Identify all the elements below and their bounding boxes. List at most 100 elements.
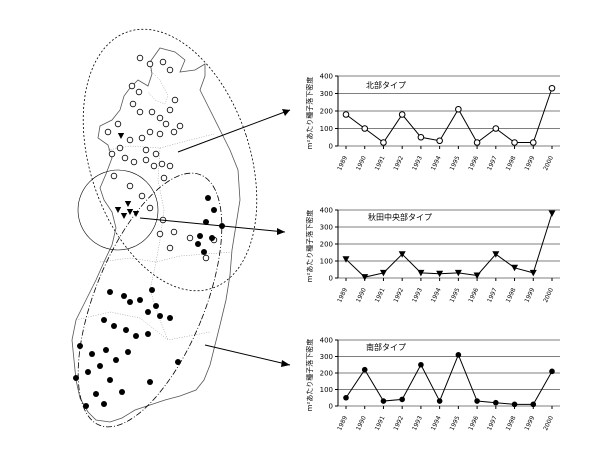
arrow-north [177,109,291,153]
data-point [380,139,387,146]
series-line [345,213,553,278]
map-marker-open [146,60,154,68]
map-marker-open [156,114,164,122]
map-marker-filled [153,303,159,309]
x-tick-label: 1991 [374,155,387,172]
map-marker-triangle [124,201,132,207]
chart-1: 0 100 200 300 400 1989 1990 1991 1992 1993 1994 199… [305,207,560,304]
prefecture-border-akita-yamagata [99,251,233,263]
map-marker-triangle [126,209,134,215]
zone-north-ellipse [82,28,258,292]
map-marker-filled [145,309,151,315]
data-point [492,251,500,258]
data-point [361,274,369,281]
x-tick-label: 1996 [467,415,480,432]
x-tick-label: 1997 [486,287,499,304]
x-tick-label: 1989 [336,155,349,172]
y-axis-label: m²あたり種子落下密度 [305,77,314,150]
data-point [511,264,519,272]
map-marker-triangle [114,207,122,213]
map-marker-filled [127,299,133,305]
map-marker-filled [205,195,211,201]
data-point [361,366,368,373]
arrow-akita-head [277,228,285,235]
map-marker-filled [137,297,143,303]
map-marker-filled [123,327,129,333]
y-tick-label: 200 [320,241,333,249]
map-marker-filled [201,249,207,255]
series-line [345,353,553,405]
map-marker-open [136,108,144,116]
map-marker-filled [195,241,201,247]
map-marker-open [156,230,164,238]
map-marker-open [138,134,146,142]
x-tick-label: 1992 [392,287,405,304]
y-tick-label: 100 [320,258,333,266]
arrow-north-head [282,109,290,116]
x-tick-label: 2000 [542,287,555,304]
map-marker-open [116,144,124,152]
map-marker-open [166,162,174,170]
x-tick-label: 1990 [355,155,368,172]
x-tick-label: 1989 [336,287,349,304]
map-marker-open [170,128,178,136]
map-marker-open [158,160,166,168]
map-marker-open [176,122,184,130]
map-marker-open [166,66,174,74]
data-point [455,105,462,113]
map-marker-open [130,158,138,166]
data-point [493,399,499,406]
y-tick-label: 100 [320,125,333,133]
map-marker-open [171,96,179,104]
map-marker-filled [89,351,95,357]
map-marker-open [121,154,129,162]
x-tick-label: 1993 [411,415,424,432]
map-marker-open [129,100,137,108]
arrow-akita [139,217,286,233]
map-marker-filled [93,391,99,397]
map-marker-open [160,174,168,182]
data-point [343,394,349,401]
map-marker-open [146,204,154,212]
data-point [473,272,481,279]
x-tick-label: 1998 [505,287,518,304]
map-marker-filled [107,289,113,295]
map-marker-filled [197,233,203,239]
x-tick-label: 1996 [467,155,480,172]
map-marker-open [108,150,116,158]
map-marker-filled [145,331,151,337]
map-marker-filled [167,315,173,321]
chart-title: 北部タイプ [366,80,406,90]
map-marker-filled [101,401,107,407]
x-tick-label: 1992 [392,155,405,172]
x-tick-label: 1996 [467,287,480,304]
x-tick-label: 1999 [524,287,537,304]
map-marker-filled [147,379,153,385]
x-tick-label: 1998 [505,415,518,432]
tohoku-map [71,28,258,428]
y-axis-label: m²あたり種子落下密度 [305,210,314,283]
data-point [529,139,537,146]
map-marker-filled [113,357,119,363]
map-marker-open [136,54,144,62]
data-point [436,270,444,278]
data-point [342,256,350,263]
map-marker-filled [157,313,163,319]
x-tick-label: 1990 [355,415,368,432]
map-marker-filled [133,333,139,339]
x-tick-label: 1994 [430,287,443,304]
map-marker-filled [119,389,125,395]
data-point [379,269,387,277]
map-marker-filled [209,235,215,241]
map-marker-filled [149,287,155,293]
map-marker-open [186,234,194,242]
data-point [511,401,518,408]
data-point [380,398,387,404]
map-marker-filled [97,363,103,369]
map-marker-open [126,136,134,144]
x-tick-label: 1995 [449,155,462,172]
data-point [529,269,537,277]
y-tick-label: 0 [329,403,333,411]
